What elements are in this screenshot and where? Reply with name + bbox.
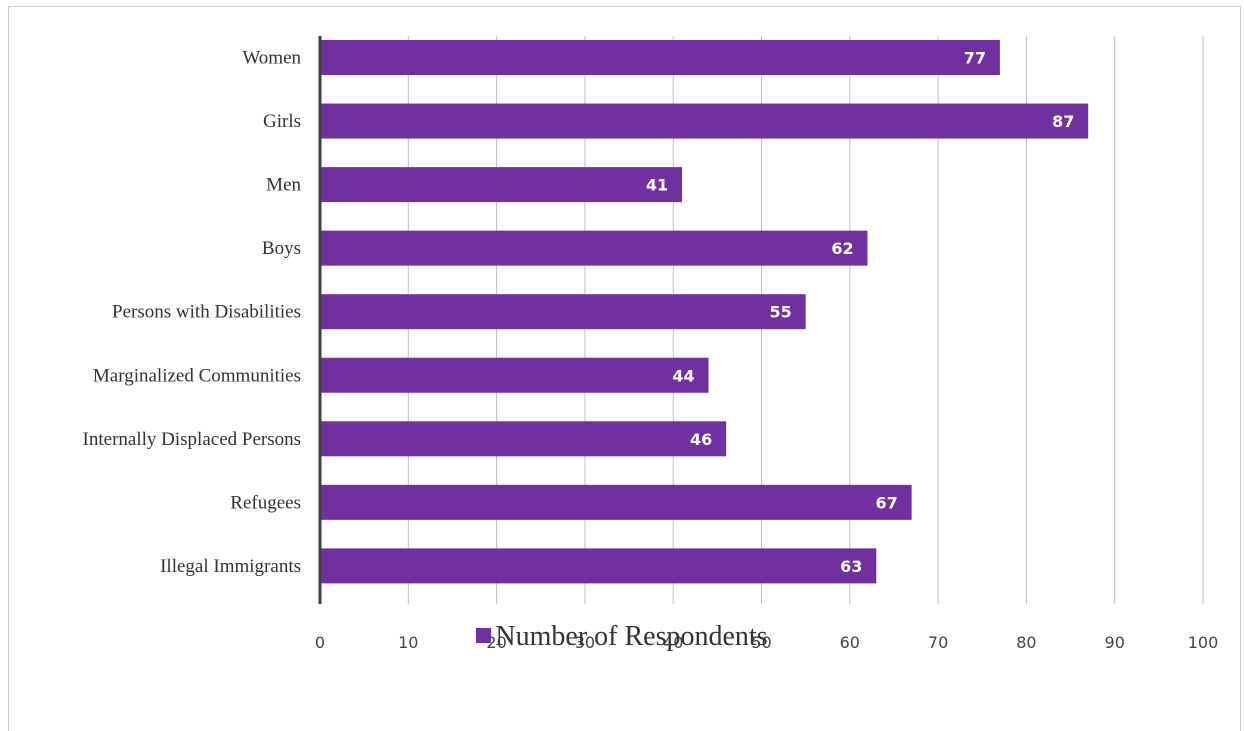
category-label: Girls bbox=[263, 111, 301, 132]
category-label: Refugees bbox=[230, 492, 301, 513]
data-label: 87 bbox=[1052, 112, 1074, 131]
x-tick-label: 20 bbox=[486, 633, 506, 652]
category-label: Boys bbox=[262, 238, 301, 259]
category-label: Illegal Immigrants bbox=[160, 556, 301, 577]
bar-boys bbox=[320, 230, 868, 266]
bar-women bbox=[320, 40, 1000, 75]
x-tick-label: 0 bbox=[315, 633, 325, 652]
x-tick-label: 90 bbox=[1105, 633, 1125, 652]
category-label: Women bbox=[242, 48, 301, 69]
x-tick-label: 30 bbox=[575, 633, 595, 652]
bar-internally-displaced-persons bbox=[320, 421, 727, 457]
category-label: Internally Displaced Persons bbox=[83, 429, 301, 450]
data-label: 67 bbox=[875, 493, 897, 512]
data-label: 62 bbox=[831, 239, 853, 258]
data-label: 77 bbox=[964, 49, 986, 68]
x-tick-label: 10 bbox=[398, 633, 418, 652]
x-tick-label: 70 bbox=[928, 633, 948, 652]
data-label: 63 bbox=[840, 557, 862, 576]
category-label: Marginalized Communities bbox=[93, 365, 301, 386]
bar-refugees bbox=[320, 484, 912, 520]
data-label: 41 bbox=[646, 176, 668, 195]
data-label: 55 bbox=[770, 303, 792, 322]
bar-illegal-immigrants bbox=[320, 548, 877, 584]
category-labels: Women Girls Men Boys Persons with Disabiliti… bbox=[83, 48, 302, 577]
bar-girls bbox=[320, 103, 1089, 139]
data-label: 46 bbox=[690, 430, 712, 449]
chart-frame bbox=[8, 6, 1241, 731]
bar-persons-with-disabilities bbox=[320, 294, 806, 330]
category-label: Persons with Disabilities bbox=[112, 302, 301, 323]
legend-swatch bbox=[476, 628, 492, 643]
bar-men bbox=[320, 167, 683, 203]
x-tick-label: 40 bbox=[663, 633, 683, 652]
legend: Number of Respondents bbox=[0, 621, 1244, 653]
x-tick-label: 80 bbox=[1016, 633, 1036, 652]
bars bbox=[320, 40, 1089, 584]
bar-marginalized-communities bbox=[320, 357, 709, 393]
x-tick-label: 100 bbox=[1188, 633, 1219, 652]
data-labels: 77 87 41 62 55 44 46 67 63 bbox=[646, 49, 1074, 576]
x-tick-label: 60 bbox=[840, 633, 860, 652]
x-tick-labels: 0 10 20 30 40 50 60 70 80 90 100 bbox=[315, 633, 1218, 652]
data-label: 44 bbox=[672, 366, 694, 385]
x-tick-label: 50 bbox=[751, 633, 771, 652]
legend-label: Number of Respondents bbox=[495, 621, 768, 652]
category-label: Men bbox=[266, 175, 301, 196]
